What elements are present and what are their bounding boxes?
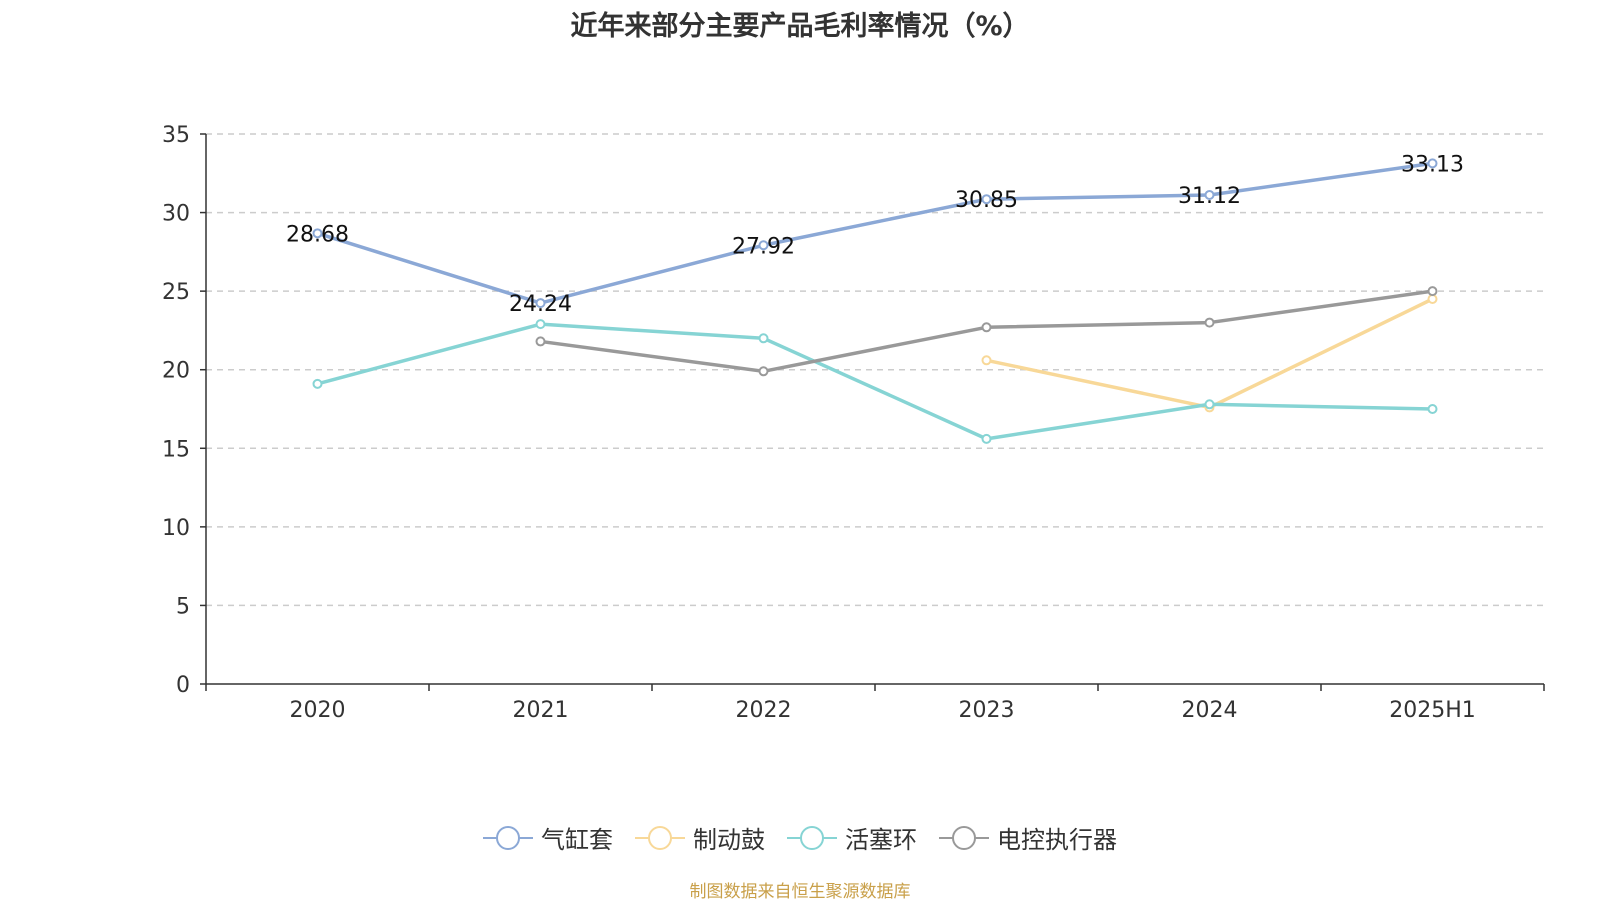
line-chart: 0 5 10 15 20 25 30 35 2020 2021 2022 2023 2024 2025H1… [162, 123, 1545, 723]
data-point [535, 298, 546, 309]
data-label: 27.92 [732, 234, 795, 259]
data-point [758, 240, 769, 251]
source-note: 制图数据来自恒生聚源数据库 [689, 882, 911, 902]
y-tick-label: 15 [162, 437, 190, 462]
legend-circle [496, 825, 520, 850]
legend-circle [648, 825, 672, 850]
data-label: 31.12 [1178, 184, 1241, 209]
data-point [535, 336, 546, 347]
data-point [981, 433, 992, 444]
legend-label: 电控执行器 [997, 826, 1117, 854]
legend-circle [800, 825, 824, 850]
data-point [1204, 399, 1215, 410]
series-line [317, 322, 1433, 441]
y-tick-label: 5 [176, 594, 190, 619]
data-point [312, 228, 323, 239]
x-tick-label: 2022 [736, 698, 792, 723]
data-point [1427, 158, 1438, 169]
y-tick-label: 20 [162, 359, 190, 384]
data-label: 28.68 [286, 222, 349, 247]
grid-lines [206, 133, 1544, 607]
legend-marker-icon [939, 825, 989, 850]
data-point [1204, 189, 1215, 200]
y-tick-label: 35 [162, 123, 190, 148]
data-point [312, 378, 323, 389]
y-tick-label: 10 [162, 516, 190, 541]
legend-label: 活塞环 [845, 826, 917, 854]
x-tick-label: 2023 [959, 698, 1015, 723]
data-label: 24.24 [509, 292, 572, 317]
data-point [981, 194, 992, 205]
axes: 0 5 10 15 20 25 30 35 2020 2021 2022 2023 2024 2025H1 [162, 123, 1545, 723]
legend-item[interactable]: 电控执行器 [939, 820, 1117, 855]
data-point [1427, 294, 1438, 304]
y-tick-label: 25 [162, 280, 190, 305]
data-label: 33.13 [1401, 152, 1464, 177]
legend-label: 制动鼓 [693, 826, 765, 854]
legend-circle [952, 825, 976, 850]
data-point [1427, 404, 1438, 414]
legend-item[interactable]: 制动鼓 [635, 820, 765, 855]
x-tick-label: 2020 [290, 698, 346, 723]
x-tick-label: 2025H1 [1389, 698, 1476, 723]
y-tick-label: 0 [176, 673, 190, 698]
data-point [1204, 317, 1215, 328]
series-lines [312, 158, 1438, 444]
data-point [981, 322, 992, 333]
chart-title: 近年来部分主要产品毛利率情况（%） [570, 11, 1030, 42]
x-tick-label: 2021 [513, 698, 569, 723]
legend-item[interactable]: 活塞环 [787, 820, 917, 855]
series-line [986, 297, 1434, 410]
data-label: 30.85 [955, 188, 1018, 213]
legend: 气缸套 制动鼓 活塞环 电控执行器 [0, 820, 1600, 855]
series-line [316, 161, 1433, 305]
legend-marker-icon [635, 825, 685, 850]
data-labels: 28.68 24.24 27.92 30.85 31.12 33.13 [286, 152, 1464, 317]
data-point [981, 355, 992, 366]
data-point [758, 333, 769, 344]
legend-marker-icon [787, 825, 837, 850]
y-tick-label: 30 [162, 202, 190, 227]
data-point [535, 319, 546, 330]
legend-item[interactable]: 气缸套 [483, 820, 613, 855]
data-point [758, 366, 769, 377]
legend-marker-icon [483, 825, 533, 850]
legend-label: 气缸套 [541, 826, 613, 854]
data-point [1427, 286, 1438, 297]
x-tick-label: 2024 [1182, 698, 1238, 723]
